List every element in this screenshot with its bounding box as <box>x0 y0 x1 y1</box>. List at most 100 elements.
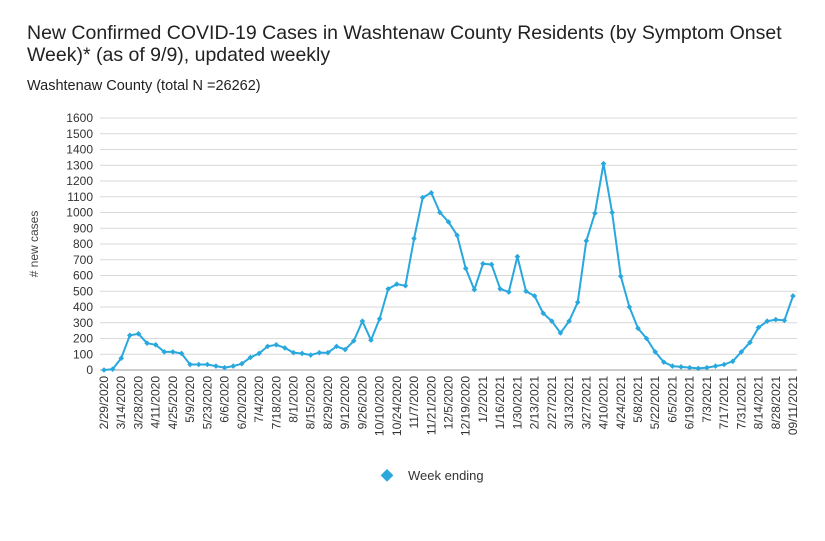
x-tick-label: 12/19/2020 <box>459 376 473 436</box>
data-point <box>540 310 547 317</box>
x-tick-label: 6/6/2020 <box>218 376 232 423</box>
data-point <box>290 349 297 356</box>
gridlines <box>100 117 797 371</box>
y-tick-label: 1200 <box>66 174 93 188</box>
x-tick-label: 7/17/2021 <box>717 376 731 430</box>
data-point <box>635 325 641 332</box>
data-point <box>592 210 598 217</box>
x-tick-label: 4/10/2021 <box>597 376 611 430</box>
legend-marker <box>380 469 394 482</box>
data-point <box>686 364 693 371</box>
y-tick-label: 1400 <box>66 143 93 157</box>
x-tick-label: 9/12/2020 <box>338 376 352 430</box>
data-point <box>574 299 581 306</box>
x-tick-label: 11/7/2020 <box>407 376 421 429</box>
data-point <box>617 273 624 280</box>
x-tick-label: 4/25/2020 <box>166 376 180 430</box>
chart-subtitle: Washtenaw County (total N =26262) <box>27 78 261 94</box>
x-tick-label: 7/31/2021 <box>734 376 748 430</box>
x-tick-label: 4/11/2020 <box>149 376 163 429</box>
data-point <box>695 365 702 372</box>
x-tick-label: 2/29/2020 <box>97 376 111 430</box>
y-tick-label: 1600 <box>66 111 93 125</box>
y-axis-ticks: 0100200300400500600700800900100011001200… <box>66 111 93 377</box>
x-tick-label: 3/27/2021 <box>579 376 593 430</box>
data-point <box>583 238 590 244</box>
data-point <box>221 364 228 371</box>
series-line <box>103 162 794 371</box>
series-markers <box>101 160 796 373</box>
x-tick-label: 7/18/2020 <box>269 376 283 430</box>
x-tick-label: 9/26/2020 <box>355 376 369 430</box>
x-tick-label: 5/8/2021 <box>631 376 645 423</box>
x-tick-label: 3/13/2021 <box>562 376 576 430</box>
data-point <box>729 358 736 365</box>
data-point <box>342 346 348 353</box>
data-point <box>514 253 521 260</box>
data-point <box>152 342 159 348</box>
data-point <box>109 366 116 373</box>
data-point <box>239 360 245 367</box>
data-point <box>437 209 443 216</box>
data-point <box>247 354 254 361</box>
data-point <box>454 232 460 239</box>
data-point <box>566 318 572 324</box>
y-tick-label: 400 <box>73 300 93 314</box>
x-tick-label: 2/27/2021 <box>545 376 559 430</box>
data-point <box>497 286 503 292</box>
data-point <box>661 359 667 365</box>
data-point <box>411 235 417 242</box>
data-point <box>738 349 745 355</box>
data-point <box>712 363 719 369</box>
data-point <box>549 318 555 324</box>
data-point <box>178 350 185 357</box>
data-point <box>531 293 538 299</box>
y-tick-label: 600 <box>73 269 93 283</box>
y-tick-label: 700 <box>73 253 93 267</box>
data-point <box>144 340 150 347</box>
data-point <box>790 293 796 299</box>
data-point <box>781 317 788 324</box>
data-point <box>118 355 125 361</box>
y-tick-label: 200 <box>73 332 93 346</box>
x-tick-label: 7/4/2020 <box>252 376 266 423</box>
x-tick-label: 5/22/2021 <box>648 376 662 430</box>
x-tick-label: 6/20/2020 <box>235 376 249 430</box>
legend-label: Week ending <box>408 468 484 483</box>
data-point <box>385 286 392 292</box>
data-point <box>187 361 193 368</box>
x-tick-label: 1/2/2021 <box>476 376 490 423</box>
x-tick-label: 5/23/2020 <box>200 376 214 430</box>
x-tick-label: 8/29/2020 <box>321 376 335 430</box>
data-point <box>669 363 676 369</box>
data-point <box>316 349 323 356</box>
data-point <box>772 316 779 323</box>
data-point <box>747 339 753 346</box>
chart-title: New Confirmed COVID-19 Cases in Washtena… <box>27 22 782 66</box>
data-point <box>755 324 762 331</box>
y-tick-label: 0 <box>86 363 93 377</box>
data-point <box>256 350 262 357</box>
data-point <box>161 349 168 355</box>
y-tick-label: 1000 <box>66 206 93 220</box>
data-point <box>480 260 486 267</box>
data-point <box>195 361 202 368</box>
y-tick-label: 800 <box>73 237 93 251</box>
data-point <box>652 349 658 355</box>
x-tick-label: 3/28/2020 <box>131 376 145 430</box>
y-axis-label: # new cases <box>27 211 41 278</box>
data-point <box>359 318 366 324</box>
y-tick-label: 900 <box>73 221 93 235</box>
legend[interactable]: Week ending <box>380 468 484 483</box>
data-point <box>428 190 435 196</box>
x-tick-label: 6/5/2021 <box>665 376 679 423</box>
data-point <box>282 345 288 351</box>
data-point <box>376 316 383 322</box>
x-tick-label: 3/14/2020 <box>114 376 128 430</box>
data-point <box>643 335 650 342</box>
y-tick-label: 1100 <box>67 190 93 204</box>
data-point <box>678 364 684 370</box>
x-tick-label: 5/9/2020 <box>183 376 197 423</box>
data-point <box>368 337 374 343</box>
